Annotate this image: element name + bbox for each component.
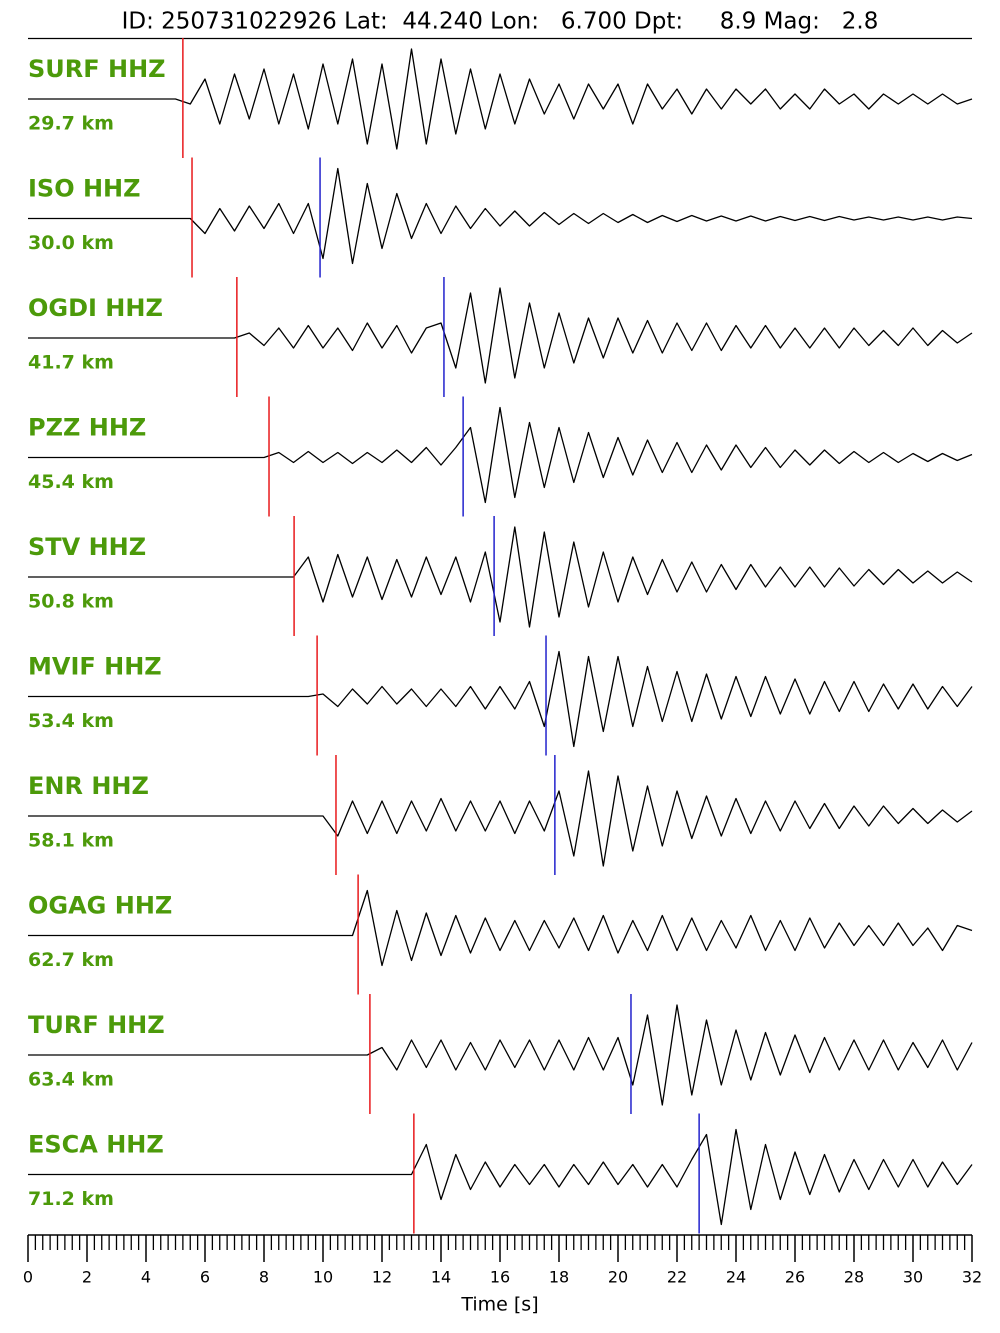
waveform xyxy=(28,287,973,384)
x-tick-label: 10 xyxy=(313,1268,333,1287)
x-tick-label: 16 xyxy=(490,1268,510,1287)
station-name: TURF HHZ xyxy=(28,1011,165,1039)
station-distance: 71.2 km xyxy=(28,1188,114,1210)
waveform xyxy=(28,48,973,150)
x-tick-label: 32 xyxy=(962,1268,982,1287)
x-tick-label: 26 xyxy=(785,1268,805,1287)
x-tick-label: 14 xyxy=(431,1268,451,1287)
x-tick-label: 12 xyxy=(372,1268,392,1287)
x-tick-label: 24 xyxy=(726,1268,746,1287)
station-distance: 53.4 km xyxy=(28,710,114,732)
x-tick-label: 30 xyxy=(903,1268,923,1287)
station-distance: 30.0 km xyxy=(28,232,114,254)
x-tick-label: 4 xyxy=(141,1268,151,1287)
station-name: ESCA HHZ xyxy=(28,1131,164,1159)
x-axis-label: Time [s] xyxy=(460,1294,538,1316)
waveform xyxy=(28,167,973,265)
x-tick-label: 0 xyxy=(23,1268,33,1287)
station-name: OGAG HHZ xyxy=(28,892,172,920)
waveform xyxy=(28,650,973,748)
x-tick-label: 18 xyxy=(549,1268,569,1287)
waveform xyxy=(28,526,973,628)
station-name: OGDI HHZ xyxy=(28,294,163,322)
station-name: MVIF HHZ xyxy=(28,653,162,681)
x-tick-label: 22 xyxy=(667,1268,687,1287)
station-name: PZZ HHZ xyxy=(28,414,146,442)
chart-title: ID: 250731022926 Lat: 44.240 Lon: 6.700 … xyxy=(122,9,879,35)
station-name: SURF HHZ xyxy=(28,55,166,83)
x-tick-label: 6 xyxy=(200,1268,210,1287)
station-distance: 50.8 km xyxy=(28,591,114,613)
x-tick-label: 28 xyxy=(844,1268,864,1287)
waveform xyxy=(28,889,973,967)
x-tick-label: 2 xyxy=(82,1268,92,1287)
station-distance: 58.1 km xyxy=(28,830,114,852)
waveform xyxy=(28,1004,973,1106)
station-distance: 63.4 km xyxy=(28,1069,114,1091)
station-distance: 41.7 km xyxy=(28,352,114,374)
station-name: STV HHZ xyxy=(28,533,146,561)
station-distance: 45.4 km xyxy=(28,471,114,493)
station-name: ISO HHZ xyxy=(28,175,141,203)
station-distance: 29.7 km xyxy=(28,113,114,135)
station-distance: 62.7 km xyxy=(28,949,114,971)
x-tick-label: 20 xyxy=(608,1268,628,1287)
waveform xyxy=(28,1128,973,1226)
station-name: ENR HHZ xyxy=(28,772,149,800)
waveform xyxy=(28,406,973,504)
x-tick-label: 8 xyxy=(259,1268,269,1287)
waveform xyxy=(28,770,973,867)
